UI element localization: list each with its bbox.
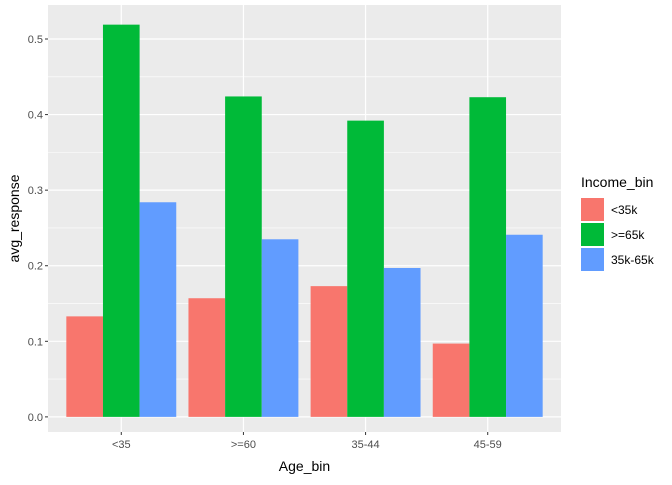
legend-label: <35k bbox=[611, 203, 638, 217]
x-tick-label: 45-59 bbox=[474, 439, 502, 451]
bar bbox=[383, 268, 421, 417]
legend-key bbox=[581, 223, 604, 246]
bar bbox=[432, 343, 470, 417]
y-tick-label: 0.2 bbox=[28, 261, 43, 273]
legend-key bbox=[581, 198, 604, 221]
y-tick-label: 0.0 bbox=[28, 412, 43, 424]
bar bbox=[469, 97, 507, 417]
y-tick-label: 0.4 bbox=[28, 110, 43, 122]
x-tick-label: <35 bbox=[112, 439, 131, 451]
bar bbox=[225, 96, 262, 417]
y-tick-label: 0.1 bbox=[28, 336, 43, 348]
legend-key bbox=[581, 248, 604, 271]
legend-title: Income_bin bbox=[581, 174, 653, 190]
bar bbox=[102, 24, 140, 417]
y-axis-title: avg_response bbox=[6, 174, 22, 262]
bar bbox=[139, 202, 177, 417]
bar bbox=[347, 120, 384, 417]
y-tick-label: 0.5 bbox=[28, 34, 43, 46]
bar bbox=[66, 316, 103, 417]
x-tick-label: >=60 bbox=[231, 439, 256, 451]
legend-label: >=65k bbox=[611, 228, 645, 242]
x-axis-title: Age_bin bbox=[279, 458, 330, 474]
bar bbox=[188, 298, 226, 417]
x-tick-label: 35-44 bbox=[352, 439, 380, 451]
bar bbox=[261, 239, 299, 417]
bar bbox=[310, 286, 348, 417]
y-tick-label: 0.3 bbox=[28, 185, 43, 197]
legend-label: 35k-65k bbox=[611, 253, 655, 267]
bar bbox=[506, 234, 543, 417]
